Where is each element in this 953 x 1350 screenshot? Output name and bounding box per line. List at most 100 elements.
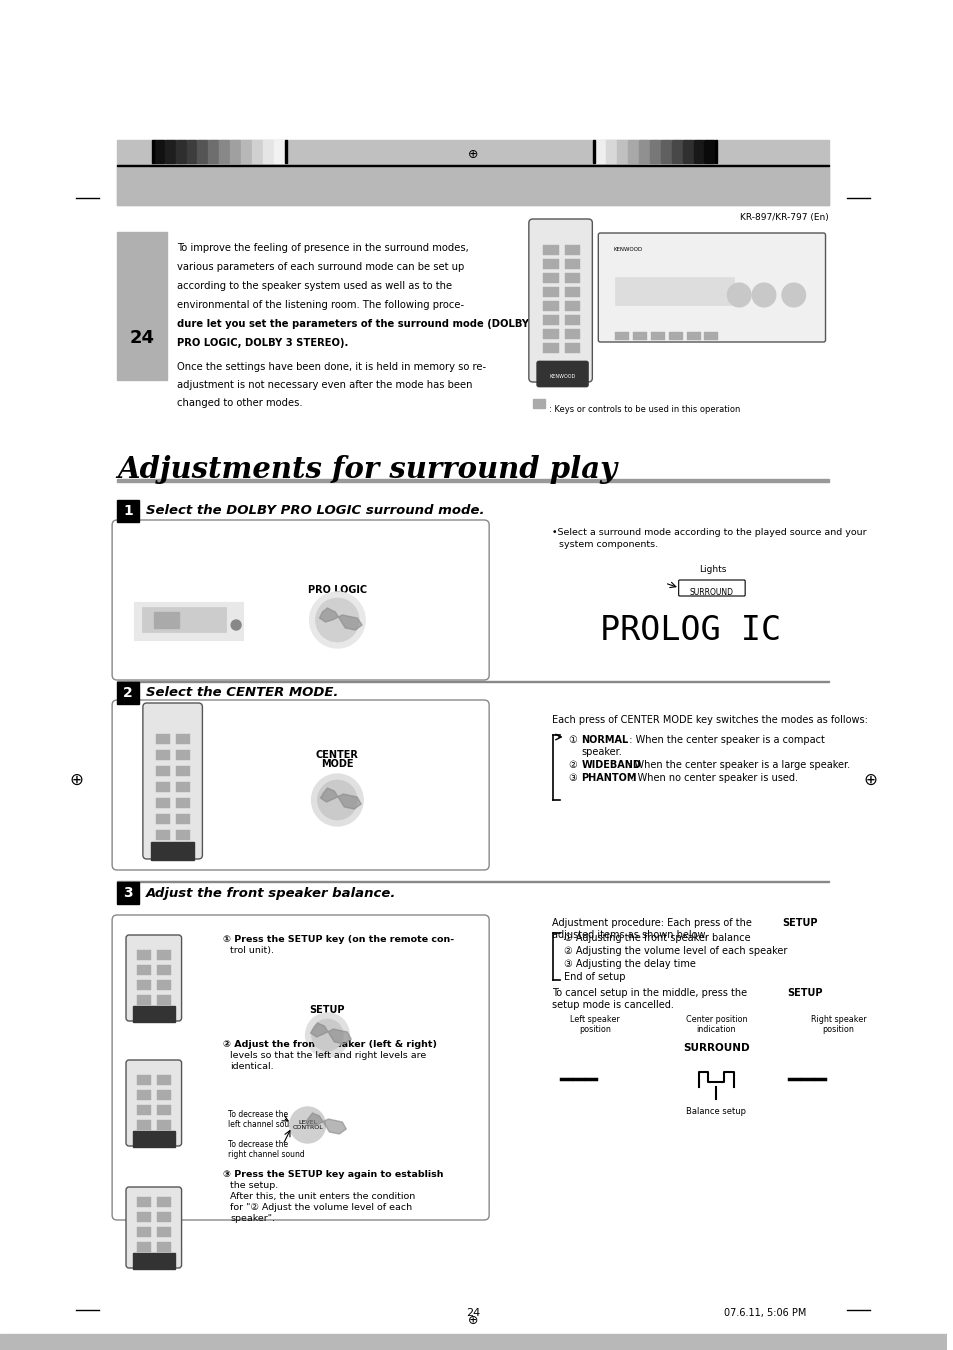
Text: dure let you set the parameters of the surround mode (DOLBY: dure let you set the parameters of the s… <box>176 319 528 329</box>
Text: 1: 1 <box>123 504 132 518</box>
Bar <box>155 751 170 760</box>
Bar <box>615 332 628 340</box>
Text: environmental of the listening room. The following proce-: environmental of the listening room. The… <box>176 300 463 310</box>
Bar <box>156 1120 171 1130</box>
Text: ① Adjusting the front speaker balance: ① Adjusting the front speaker balance <box>563 933 749 944</box>
Text: ③ Adjusting the delay time: ③ Adjusting the delay time <box>563 958 695 969</box>
Text: Select the CENTER MODE.: Select the CENTER MODE. <box>146 687 338 699</box>
Bar <box>671 140 681 163</box>
Text: CENTER: CENTER <box>315 751 358 760</box>
Bar <box>137 1089 151 1100</box>
Text: Adjustments for surround play: Adjustments for surround play <box>117 455 617 485</box>
Text: KENWOOD: KENWOOD <box>549 374 575 379</box>
Text: ②: ② <box>568 760 577 770</box>
Text: 24: 24 <box>466 1308 480 1318</box>
Bar <box>551 580 828 655</box>
Bar <box>153 140 164 163</box>
Text: KR-897/KR-797 (En): KR-897/KR-797 (En) <box>739 213 827 221</box>
Circle shape <box>315 598 359 643</box>
Text: Left speaker
position: Left speaker position <box>570 1015 619 1034</box>
Bar <box>142 608 226 632</box>
Text: SETUP: SETUP <box>787 988 822 998</box>
FancyBboxPatch shape <box>537 360 588 387</box>
Text: Once the settings have been done, it is held in memory so re-: Once the settings have been done, it is … <box>176 362 485 373</box>
Bar <box>703 140 714 163</box>
Text: ① Press the SETUP key (on the remote con-: ① Press the SETUP key (on the remote con… <box>223 936 454 944</box>
Text: Balance setup: Balance setup <box>685 1107 745 1116</box>
Text: PROLOG IC: PROLOG IC <box>599 613 781 647</box>
FancyBboxPatch shape <box>126 936 181 1021</box>
Bar <box>151 842 194 860</box>
Text: Adjust the front speaker balance.: Adjust the front speaker balance. <box>146 887 395 899</box>
Text: Select the DOLBY PRO LOGIC surround mode.: Select the DOLBY PRO LOGIC surround mode… <box>146 505 484 517</box>
Circle shape <box>309 593 365 648</box>
Circle shape <box>231 620 241 630</box>
Bar <box>668 332 682 340</box>
Text: To cancel setup in the middle, press the: To cancel setup in the middle, press the <box>551 988 749 998</box>
Bar <box>137 1212 151 1222</box>
Bar <box>155 814 170 824</box>
Text: trol unit).: trol unit). <box>230 946 274 954</box>
Text: 2: 2 <box>123 686 132 701</box>
Text: ③: ③ <box>568 774 577 783</box>
Text: After this, the unit enters the condition: After this, the unit enters the conditio… <box>230 1192 415 1202</box>
Text: : When the center speaker is a compact: : When the center speaker is a compact <box>622 734 824 745</box>
Bar <box>132 1006 174 1022</box>
FancyBboxPatch shape <box>126 1060 181 1146</box>
Bar <box>137 1106 151 1115</box>
Bar <box>137 950 151 960</box>
Text: 24: 24 <box>130 329 154 347</box>
Text: speaker.: speaker. <box>580 747 621 757</box>
Text: adjustment is not necessary even after the mode has been: adjustment is not necessary even after t… <box>176 379 472 390</box>
Bar <box>137 980 151 990</box>
Bar <box>155 734 170 744</box>
Bar <box>564 288 579 297</box>
Bar <box>155 765 170 776</box>
Bar <box>660 140 670 163</box>
Text: changed to other modes.: changed to other modes. <box>176 398 302 408</box>
Text: 3: 3 <box>123 886 132 900</box>
Bar <box>703 332 718 340</box>
Bar <box>0 1297 945 1338</box>
Bar <box>137 1075 151 1085</box>
Bar <box>117 232 167 379</box>
Bar <box>564 329 579 339</box>
Circle shape <box>290 1107 325 1143</box>
Bar <box>715 140 717 163</box>
Bar <box>117 479 828 482</box>
Bar <box>156 1212 171 1222</box>
Bar <box>542 329 558 339</box>
Text: the setup.: the setup. <box>230 1181 278 1189</box>
Bar <box>156 980 171 990</box>
Bar <box>156 995 171 1004</box>
Bar <box>137 995 151 1004</box>
Bar <box>117 882 139 905</box>
Text: according to the speaker system used as well as to the: according to the speaker system used as … <box>176 281 452 292</box>
Polygon shape <box>320 788 361 809</box>
Bar <box>175 734 190 744</box>
Bar <box>0 1334 945 1350</box>
Text: To decrease the: To decrease the <box>228 1110 288 1119</box>
Circle shape <box>312 1019 343 1052</box>
Text: for "② Adjust the volume level of each: for "② Adjust the volume level of each <box>230 1203 412 1212</box>
Bar <box>156 950 171 960</box>
Bar <box>156 965 171 975</box>
FancyBboxPatch shape <box>112 915 489 1220</box>
Bar <box>153 612 178 628</box>
Text: SETUP: SETUP <box>781 918 817 927</box>
Text: : When the center speaker is a large speaker.: : When the center speaker is a large spe… <box>624 760 849 770</box>
Bar <box>132 1253 174 1269</box>
Bar <box>156 1089 171 1100</box>
Polygon shape <box>319 608 362 630</box>
Text: MODE: MODE <box>321 759 354 769</box>
Text: NORMAL: NORMAL <box>580 734 628 745</box>
Bar <box>263 140 273 163</box>
Bar <box>175 751 190 760</box>
Bar <box>639 140 648 163</box>
Bar <box>175 782 190 792</box>
Bar <box>117 165 828 166</box>
Bar <box>564 315 579 325</box>
Text: levels so that the left and right levels are: levels so that the left and right levels… <box>230 1052 426 1060</box>
Bar <box>197 140 207 163</box>
Circle shape <box>305 1012 349 1057</box>
